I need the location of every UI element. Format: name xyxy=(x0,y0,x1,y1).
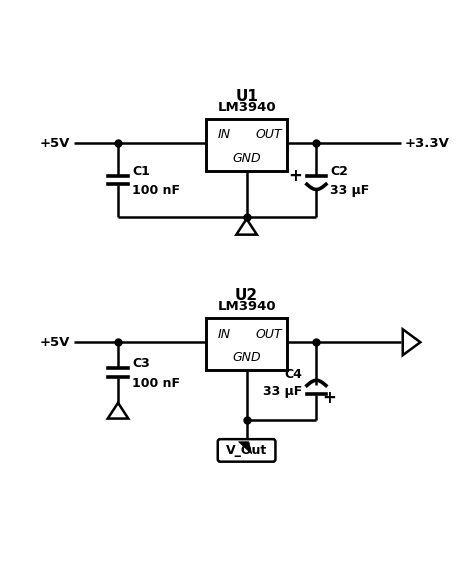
Text: C4: C4 xyxy=(284,368,302,381)
Text: U2: U2 xyxy=(235,288,258,303)
Text: V_Out: V_Out xyxy=(226,444,267,457)
Text: 100 nF: 100 nF xyxy=(132,184,180,197)
Text: +: + xyxy=(322,389,336,407)
Text: C2: C2 xyxy=(330,165,348,178)
Text: IN: IN xyxy=(218,129,230,142)
Bar xyxy=(206,119,287,171)
Text: 33 μF: 33 μF xyxy=(263,386,302,398)
Text: +3.3V: +3.3V xyxy=(405,137,449,149)
Text: GND: GND xyxy=(232,351,261,364)
Text: 33 μF: 33 μF xyxy=(330,184,370,197)
Text: LM3940: LM3940 xyxy=(217,101,276,114)
Text: GND: GND xyxy=(232,152,261,165)
Text: U1: U1 xyxy=(235,89,258,104)
FancyBboxPatch shape xyxy=(218,439,275,461)
Text: C1: C1 xyxy=(132,165,150,178)
Text: +5V: +5V xyxy=(40,336,70,349)
Text: OUT: OUT xyxy=(256,328,283,341)
Polygon shape xyxy=(238,442,252,454)
Text: IN: IN xyxy=(218,328,230,341)
Text: OUT: OUT xyxy=(256,129,283,142)
Bar xyxy=(206,319,287,370)
Text: 100 nF: 100 nF xyxy=(132,377,180,390)
Text: C3: C3 xyxy=(132,357,150,370)
Text: LM3940: LM3940 xyxy=(217,300,276,313)
Text: +5V: +5V xyxy=(40,137,70,149)
Text: +: + xyxy=(289,167,302,185)
